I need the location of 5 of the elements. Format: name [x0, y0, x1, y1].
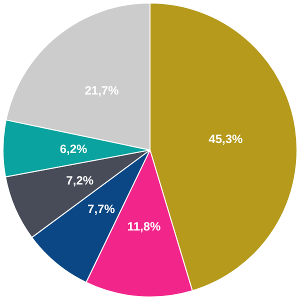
data-label: 7,2%	[66, 174, 94, 188]
data-label: 45,3%	[208, 132, 244, 146]
data-label: 11,8%	[127, 219, 161, 234]
data-label: 7,7%	[88, 202, 116, 216]
data-label: 6,2%	[60, 142, 88, 156]
